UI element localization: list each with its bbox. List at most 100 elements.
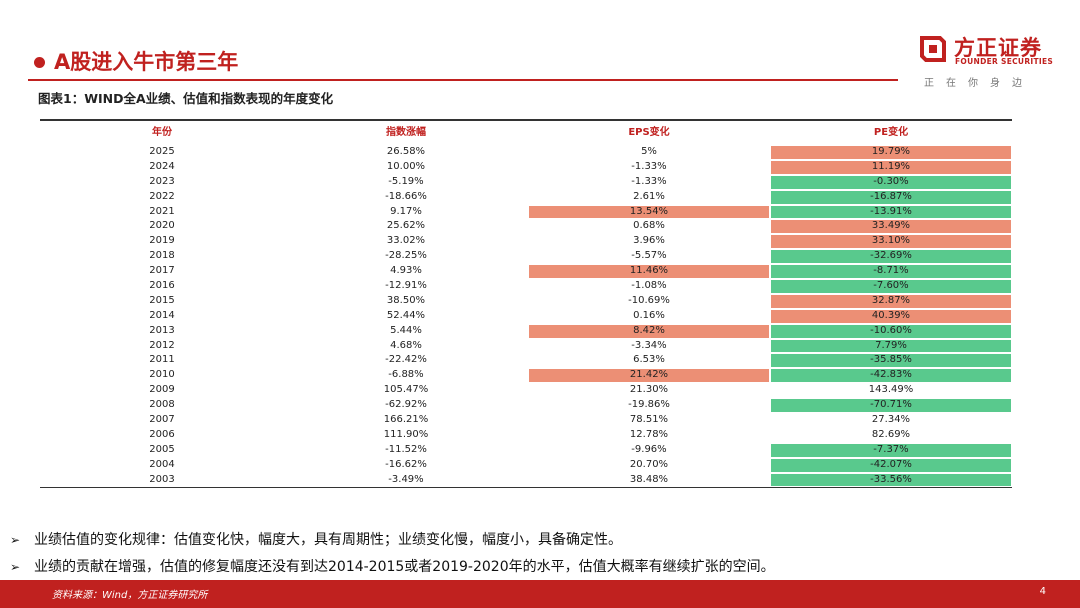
cell-value: 2004 xyxy=(149,458,175,470)
cell-year: 2010 xyxy=(40,368,284,383)
cell-value: -5.19% xyxy=(388,175,424,187)
cell-value: 2022 xyxy=(149,190,175,202)
cell-pe-change: 32.87% xyxy=(770,294,1012,309)
cell-value: -9.96% xyxy=(631,443,667,455)
cell-year: 2006 xyxy=(40,428,284,443)
cell-index-change: 166.21% xyxy=(284,413,528,428)
cell-value: -22.42% xyxy=(385,354,427,366)
cell-year: 2005 xyxy=(40,443,284,458)
cell-value: -70.71% xyxy=(870,399,912,411)
cell-eps-change: 38.48% xyxy=(528,473,770,488)
cell-value: 2013 xyxy=(149,324,175,336)
cell-highlight xyxy=(771,309,1011,323)
cell-value: 38.50% xyxy=(386,294,426,306)
cell-value: 78.51% xyxy=(629,414,669,426)
cell-highlight xyxy=(529,265,769,279)
table-row: 2021 9.17% 13.54% -13.91% xyxy=(40,205,1012,220)
cell-highlight xyxy=(771,339,1011,353)
cell-value: 2025 xyxy=(149,146,175,157)
cell-highlight xyxy=(529,205,769,219)
key-point: ➢ 业绩的贡献在增强，估值的修复幅度还没有到达2014-2015或者2019-20… xyxy=(10,554,775,581)
cell-eps-change: 13.54% xyxy=(528,205,770,220)
cell-value: -5.57% xyxy=(631,250,667,262)
cell-value: -1.33% xyxy=(631,160,667,172)
cell-value: 26.58% xyxy=(386,146,426,157)
header-eps-change: EPS变化 xyxy=(628,127,670,138)
cell-eps-change: 0.16% xyxy=(528,309,770,324)
cell-highlight xyxy=(771,399,1011,413)
cell-value: 33.10% xyxy=(871,235,911,247)
cell-pe-change: -0.30% xyxy=(770,175,1012,190)
cell-year: 2024 xyxy=(40,160,284,175)
table-row: 2013 5.44% 8.42% -10.60% xyxy=(40,324,1012,339)
cell-eps-change: 8.42% xyxy=(528,324,770,339)
cell-value: -19.86% xyxy=(628,399,670,411)
table-top-rule xyxy=(40,119,1012,121)
cell-value: 2008 xyxy=(149,399,175,411)
cell-year: 2016 xyxy=(40,279,284,294)
title-bullet-dot xyxy=(34,57,45,68)
cell-eps-change: 12.78% xyxy=(528,428,770,443)
cell-pe-change: 27.34% xyxy=(770,413,1012,428)
table-row: 2009 105.47% 21.30% 143.49% xyxy=(40,383,1012,398)
cell-pe-change: -13.91% xyxy=(770,205,1012,220)
cell-eps-change: 3.96% xyxy=(528,234,770,249)
cell-eps-change: 21.30% xyxy=(528,383,770,398)
cell-index-change: 10.00% xyxy=(284,160,528,175)
key-point-text: 业绩估值的变化规律：估值变化快，幅度大，具有周期性；业绩变化慢，幅度小，具备确定… xyxy=(34,532,622,548)
cell-year: 2018 xyxy=(40,249,284,264)
cell-pe-change: 19.79% xyxy=(770,145,1012,160)
cell-year: 2011 xyxy=(40,353,284,368)
cell-year: 2017 xyxy=(40,264,284,279)
cell-value: 2023 xyxy=(149,175,175,187)
cell-value: -0.30% xyxy=(873,175,909,187)
cell-year: 2014 xyxy=(40,309,284,324)
cell-pe-change: -33.56% xyxy=(770,473,1012,488)
cell-index-change: 25.62% xyxy=(284,219,528,234)
cell-value: 3.96% xyxy=(633,235,665,247)
cell-eps-change: 5% xyxy=(528,145,770,160)
cell-value: 2014 xyxy=(149,309,175,321)
cell-index-change: -16.62% xyxy=(284,458,528,473)
cell-eps-change: -1.33% xyxy=(528,175,770,190)
cell-eps-change: 78.51% xyxy=(528,413,770,428)
cell-value: -3.49% xyxy=(388,473,424,485)
cell-value: -12.91% xyxy=(385,280,427,292)
cell-highlight xyxy=(771,250,1011,264)
cell-value: -7.60% xyxy=(873,280,909,292)
cell-highlight xyxy=(771,294,1011,308)
cell-eps-change: -1.08% xyxy=(528,279,770,294)
cell-highlight xyxy=(771,354,1011,368)
cell-index-change: 4.68% xyxy=(284,339,528,354)
cell-pe-change: -8.71% xyxy=(770,264,1012,279)
cell-index-change: 52.44% xyxy=(284,309,528,324)
cell-highlight xyxy=(771,324,1011,338)
cell-value: -6.88% xyxy=(388,369,424,381)
cell-value: -33.56% xyxy=(870,473,912,485)
company-logo: 方正证券 FOUNDER SECURITIES 正在你身边 xyxy=(918,30,1058,90)
table-bottom-rule xyxy=(40,487,1012,489)
cell-value: 2016 xyxy=(149,280,175,292)
logo-english: FOUNDER SECURITIES xyxy=(955,57,1054,66)
cell-year: 2015 xyxy=(40,294,284,309)
table-row: 2006 111.90% 12.78% 82.69% xyxy=(40,428,1012,443)
cell-eps-change: -5.57% xyxy=(528,249,770,264)
cell-value: 20.70% xyxy=(629,458,669,470)
logo-name: 方正证券 xyxy=(954,36,1042,60)
table-row: 2007 166.21% 78.51% 27.34% xyxy=(40,413,1012,428)
cell-highlight xyxy=(771,220,1011,234)
cell-year: 2019 xyxy=(40,234,284,249)
cell-pe-change: 33.49% xyxy=(770,219,1012,234)
table-row: 2010 -6.88% 21.42% -42.83% xyxy=(40,368,1012,383)
cell-value: 33.49% xyxy=(871,220,911,232)
cell-value: 4.93% xyxy=(390,265,422,277)
cell-highlight xyxy=(771,458,1011,472)
cell-index-change: 105.47% xyxy=(284,383,528,398)
arrow-bullet-icon: ➢ xyxy=(10,560,21,574)
cell-value: 2017 xyxy=(149,265,175,277)
table-row: 2024 10.00% -1.33% 11.19% xyxy=(40,160,1012,175)
cell-year: 2009 xyxy=(40,383,284,398)
cell-index-change: -5.19% xyxy=(284,175,528,190)
cell-value: 19.79% xyxy=(871,146,911,157)
table-row: 2008 -62.92% -19.86% -70.71% xyxy=(40,398,1012,413)
